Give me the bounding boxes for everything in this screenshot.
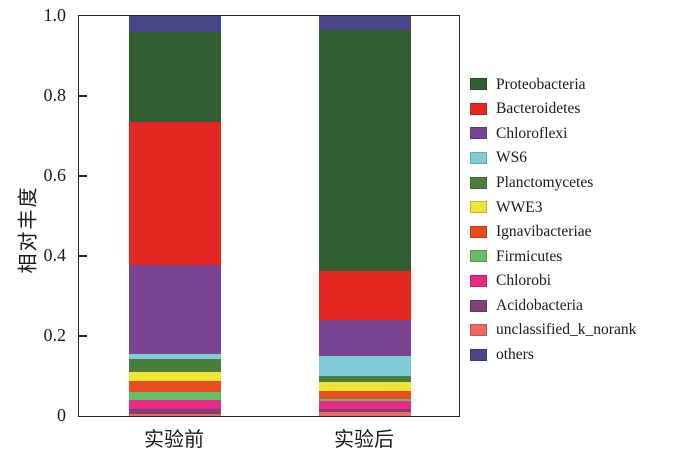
bar-segment <box>129 122 221 266</box>
legend-row: Firmicutes <box>470 244 636 269</box>
bar-segment <box>129 32 221 122</box>
legend-label: Ignavibacteriae <box>496 223 592 241</box>
plot-area <box>78 15 460 417</box>
legend-swatch <box>470 299 487 312</box>
legend-swatch <box>470 102 487 115</box>
y-tick-label: 0.4 <box>43 245 67 265</box>
bar-segment <box>319 401 411 409</box>
bar-segment <box>129 372 221 381</box>
legend-swatch <box>470 78 487 91</box>
legend-label: Chloroflexi <box>496 124 568 142</box>
legend-swatch <box>470 275 487 288</box>
bar-segment <box>129 400 221 409</box>
bar-segment <box>319 408 411 412</box>
legend-label: WWE3 <box>496 198 543 216</box>
bar-segment <box>319 355 411 376</box>
legend-row: Planctomycetes <box>470 170 636 195</box>
y-tick-label: 0.8 <box>43 85 67 105</box>
legend-swatch <box>470 152 487 165</box>
legend-row: Chlorobi <box>470 269 636 294</box>
bar-segment <box>129 358 221 373</box>
bar-segment <box>319 398 411 402</box>
legend-row: others <box>470 343 636 368</box>
legend-swatch <box>470 225 487 238</box>
legend-row: WS6 <box>470 146 636 171</box>
y-tick-label: 1.0 <box>43 5 67 25</box>
bar-segment <box>129 380 221 392</box>
bar-segment <box>319 320 411 356</box>
legend-row: unclassified_k_norank <box>470 318 636 343</box>
legend-swatch <box>470 127 487 140</box>
legend-label: Chlorobi <box>496 272 552 290</box>
bar-segment <box>319 390 411 399</box>
legend-row: Acidobacteria <box>470 293 636 318</box>
legend-label: Acidobacteria <box>496 296 583 314</box>
y-tick-mark <box>79 335 87 337</box>
x-category-label: 实验前 <box>144 429 204 451</box>
legend-label: WS6 <box>496 149 527 167</box>
y-tick-mark <box>79 95 87 97</box>
legend-swatch <box>470 176 487 189</box>
x-category-label: 实验后 <box>334 429 394 451</box>
bar-segment <box>129 392 221 401</box>
y-tick-label: 0.6 <box>43 165 67 185</box>
y-tick-label: 0.2 <box>43 325 67 345</box>
bar-segment <box>129 354 221 359</box>
bar-segment <box>319 412 411 416</box>
legend-label: unclassified_k_norank <box>496 321 637 339</box>
legend: Proteobacteria Bacteroidetes Chloroflexi WS… <box>470 72 636 367</box>
legend-swatch <box>470 348 487 361</box>
legend-swatch <box>470 324 487 337</box>
bar-segment <box>319 375 411 383</box>
y-axis-title: 相对丰度 <box>17 185 40 274</box>
legend-row: WWE3 <box>470 195 636 220</box>
y-tick-mark <box>79 175 87 177</box>
legend-label: others <box>496 346 534 364</box>
legend-swatch <box>470 201 487 214</box>
legend-swatch <box>470 250 487 263</box>
bar-segment <box>319 271 411 321</box>
legend-row: Bacteroidetes <box>470 97 636 122</box>
bar-segment <box>319 16 411 30</box>
legend-row: Chloroflexi <box>470 121 636 146</box>
legend-row: Ignavibacteriae <box>470 220 636 245</box>
bar-segment <box>129 408 221 414</box>
legend-label: Bacteroidetes <box>496 100 581 118</box>
y-tick-label: 0 <box>57 405 66 425</box>
legend-label: Firmicutes <box>496 247 563 265</box>
bar-segment <box>129 16 221 32</box>
bar-segment <box>319 30 411 272</box>
legend-label: Proteobacteria <box>496 75 586 93</box>
bar-segment <box>129 265 221 354</box>
legend-label: Planctomycetes <box>496 173 594 191</box>
y-tick-mark <box>79 255 87 257</box>
bar-segment <box>319 382 411 391</box>
stacked-bar <box>319 16 411 416</box>
stacked-bar <box>129 16 221 416</box>
bar-segment <box>129 413 221 416</box>
legend-row: Proteobacteria <box>470 72 636 97</box>
